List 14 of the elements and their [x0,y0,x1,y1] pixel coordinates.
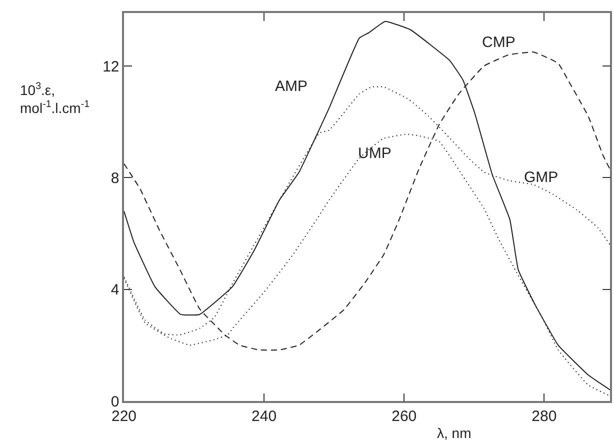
x-axis-title: λ, nm [437,425,472,441]
series-label: GMP [524,169,558,186]
y-tick-label: 0 [110,393,120,410]
y-axis-title: 10$^{3}$.ε, mol$^{-1}$.l.cm$^{-1}$ [20,81,90,116]
y-tick-label: 8 [110,170,120,187]
series-label: AMP [275,78,308,95]
x-tick-label: 240 [252,408,277,425]
y-tick-label: 12 [102,58,120,76]
series-label: UMP [358,145,392,162]
series-label: CMP [482,34,516,51]
y-tick-label: 4 [110,282,120,299]
x-tick-label: 220 [111,408,137,425]
x-tick-label: 260 [392,408,417,425]
x-tick-label: 280 [532,408,557,425]
